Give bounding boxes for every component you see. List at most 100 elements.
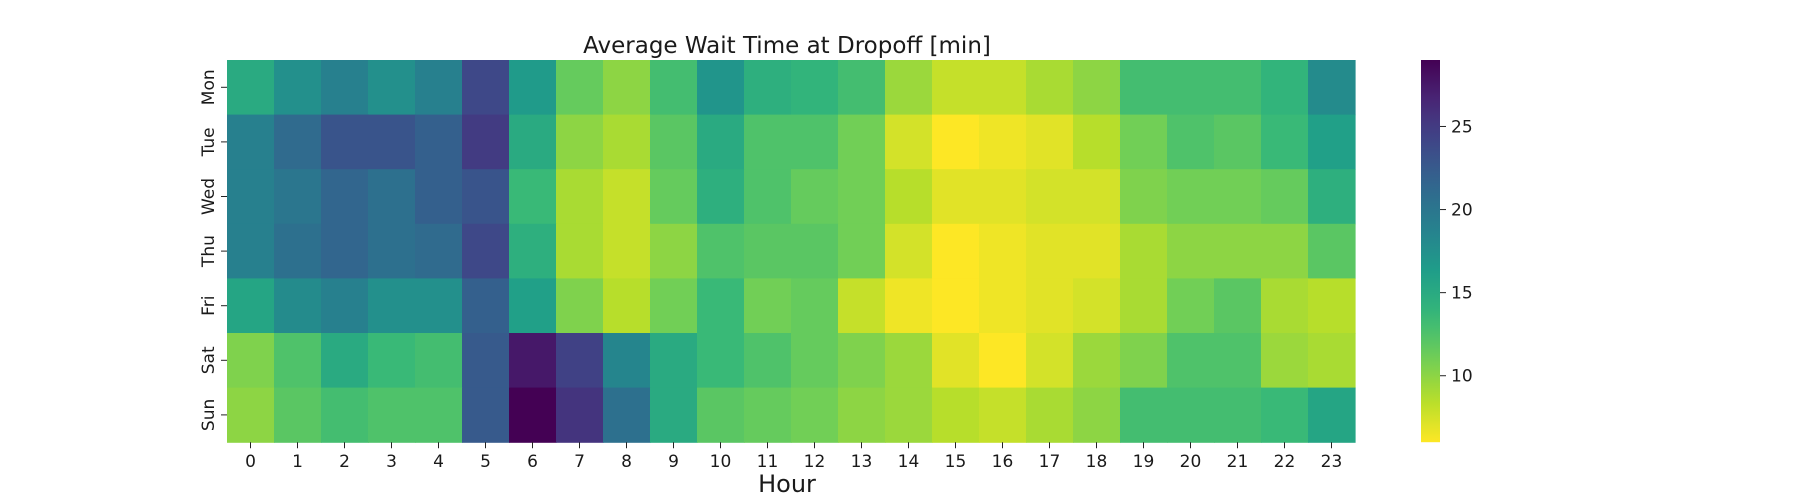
heatmap-cell-sat-7 bbox=[556, 333, 604, 389]
heatmap-cell-wed-22 bbox=[1261, 169, 1309, 225]
heatmap-cell-sun-23 bbox=[1308, 387, 1356, 443]
heatmap-cell-mon-2 bbox=[321, 60, 369, 116]
heatmap-cell-sat-21 bbox=[1214, 333, 1262, 389]
heatmap-cell-wed-10 bbox=[697, 169, 745, 225]
heatmap-cell-mon-5 bbox=[462, 60, 510, 116]
heatmap-cell-sun-20 bbox=[1167, 387, 1215, 443]
heatmap-cell-mon-21 bbox=[1214, 60, 1262, 116]
x-tick-label: 16 bbox=[992, 452, 1014, 472]
heatmap-cell-thu-7 bbox=[556, 223, 604, 279]
heatmap-cell-sun-3 bbox=[368, 387, 416, 443]
heatmap-cell-tue-6 bbox=[509, 114, 557, 170]
heatmap-cell-wed-8 bbox=[603, 169, 651, 225]
heatmap-cell-sun-21 bbox=[1214, 387, 1262, 443]
heatmap-cell-sat-3 bbox=[368, 333, 416, 389]
heatmap-cell-mon-20 bbox=[1167, 60, 1215, 116]
heatmap-cell-mon-11 bbox=[744, 60, 792, 116]
heatmap-cell-fri-19 bbox=[1120, 278, 1168, 334]
x-tick-label: 12 bbox=[804, 452, 826, 472]
heatmap-cell-mon-4 bbox=[415, 60, 463, 116]
heatmap-cell-mon-15 bbox=[932, 60, 980, 116]
heatmap-cell-wed-3 bbox=[368, 169, 416, 225]
heatmap-cell-fri-22 bbox=[1261, 278, 1309, 334]
x-tick-label: 21 bbox=[1227, 452, 1249, 472]
heatmap-cell-thu-10 bbox=[697, 223, 745, 279]
heatmap-cell-tue-2 bbox=[321, 114, 369, 170]
heatmap-cell-tue-19 bbox=[1120, 114, 1168, 170]
heatmap-cell-thu-8 bbox=[603, 223, 651, 279]
heatmap-cell-sun-17 bbox=[1026, 387, 1074, 443]
x-tick-label: 4 bbox=[433, 452, 444, 472]
heatmap-cell-tue-7 bbox=[556, 114, 604, 170]
y-tick-label-wed: Wed bbox=[199, 178, 219, 215]
heatmap-cell-sun-0 bbox=[227, 387, 275, 443]
heatmap-cell-wed-12 bbox=[791, 169, 839, 225]
heatmap-cell-sat-17 bbox=[1026, 333, 1074, 389]
heatmap-cell-tue-5 bbox=[462, 114, 510, 170]
y-tick-label-thu: Thu bbox=[199, 235, 219, 268]
y-tick-label-fri: Fri bbox=[199, 296, 219, 316]
heatmap-cell-thu-21 bbox=[1214, 223, 1262, 279]
heatmap-cell-fri-5 bbox=[462, 278, 510, 334]
colorbar-tick-label: 25 bbox=[1451, 117, 1473, 137]
heatmap-cell-thu-23 bbox=[1308, 223, 1356, 279]
heatmap-cell-sun-12 bbox=[791, 387, 839, 443]
heatmap-cell-thu-17 bbox=[1026, 223, 1074, 279]
heatmap-cell-sun-11 bbox=[744, 387, 792, 443]
heatmap-cell-tue-3 bbox=[368, 114, 416, 170]
colorbar-tick-label: 10 bbox=[1451, 367, 1473, 387]
heatmap-cell-tue-18 bbox=[1073, 114, 1121, 170]
heatmap-cell-fri-2 bbox=[321, 278, 369, 334]
heatmap-cell-thu-19 bbox=[1120, 223, 1168, 279]
heatmap-cell-wed-16 bbox=[979, 169, 1027, 225]
heatmap-cell-tue-8 bbox=[603, 114, 651, 170]
heatmap-cell-sat-14 bbox=[885, 333, 933, 389]
heatmap-cell-tue-9 bbox=[650, 114, 698, 170]
heatmap-cell-fri-14 bbox=[885, 278, 933, 334]
x-tick-label: 22 bbox=[1274, 452, 1296, 472]
heatmap-cell-mon-12 bbox=[791, 60, 839, 116]
heatmap-cell-mon-23 bbox=[1308, 60, 1356, 116]
heatmap-cell-sun-5 bbox=[462, 387, 510, 443]
heatmap-cell-tue-14 bbox=[885, 114, 933, 170]
heatmap-cell-sun-4 bbox=[415, 387, 463, 443]
heatmap-cell-wed-15 bbox=[932, 169, 980, 225]
heatmap-cell-sun-16 bbox=[979, 387, 1027, 443]
x-tick-label: 1 bbox=[292, 452, 303, 472]
heatmap-cell-mon-6 bbox=[509, 60, 557, 116]
heatmap-cell-sun-6 bbox=[509, 387, 557, 443]
heatmap-cell-mon-14 bbox=[885, 60, 933, 116]
heatmap-cell-thu-9 bbox=[650, 223, 698, 279]
chart-title: Average Wait Time at Dropoff [min] bbox=[583, 33, 991, 59]
heatmap-cell-thu-18 bbox=[1073, 223, 1121, 279]
heatmap-cell-thu-6 bbox=[509, 223, 557, 279]
heatmap-cell-wed-1 bbox=[274, 169, 322, 225]
heatmap-cell-mon-9 bbox=[650, 60, 698, 116]
heatmap-cell-sat-13 bbox=[838, 333, 886, 389]
heatmap-cell-sun-9 bbox=[650, 387, 698, 443]
colorbar bbox=[1421, 60, 1440, 443]
heatmap-cell-tue-12 bbox=[791, 114, 839, 170]
y-tick-label-tue: Tue bbox=[199, 127, 219, 157]
heatmap-cell-mon-13 bbox=[838, 60, 886, 116]
y-tick-label-sat: Sat bbox=[199, 346, 219, 374]
heatmap-cell-sat-9 bbox=[650, 333, 698, 389]
heatmap-cell-thu-5 bbox=[462, 223, 510, 279]
x-tick-label: 15 bbox=[945, 452, 967, 472]
y-tick-label-sun: Sun bbox=[199, 399, 219, 431]
x-axis-label: Hour bbox=[758, 470, 816, 498]
heatmap-cell-fri-18 bbox=[1073, 278, 1121, 334]
heatmap-cell-wed-2 bbox=[321, 169, 369, 225]
colorbar-tick-label: 15 bbox=[1451, 284, 1473, 304]
x-tick-label: 0 bbox=[245, 452, 256, 472]
heatmap-cell-thu-2 bbox=[321, 223, 369, 279]
x-tick-label: 3 bbox=[386, 452, 397, 472]
x-tick-label: 9 bbox=[668, 452, 679, 472]
heatmap-cell-sat-16 bbox=[979, 333, 1027, 389]
heatmap-cell-sun-15 bbox=[932, 387, 980, 443]
heatmap-cell-sat-20 bbox=[1167, 333, 1215, 389]
x-tick-label: 17 bbox=[1039, 452, 1061, 472]
x-tick-label: 19 bbox=[1133, 452, 1155, 472]
heatmap-cell-tue-16 bbox=[979, 114, 1027, 170]
x-tick-label: 23 bbox=[1321, 452, 1343, 472]
